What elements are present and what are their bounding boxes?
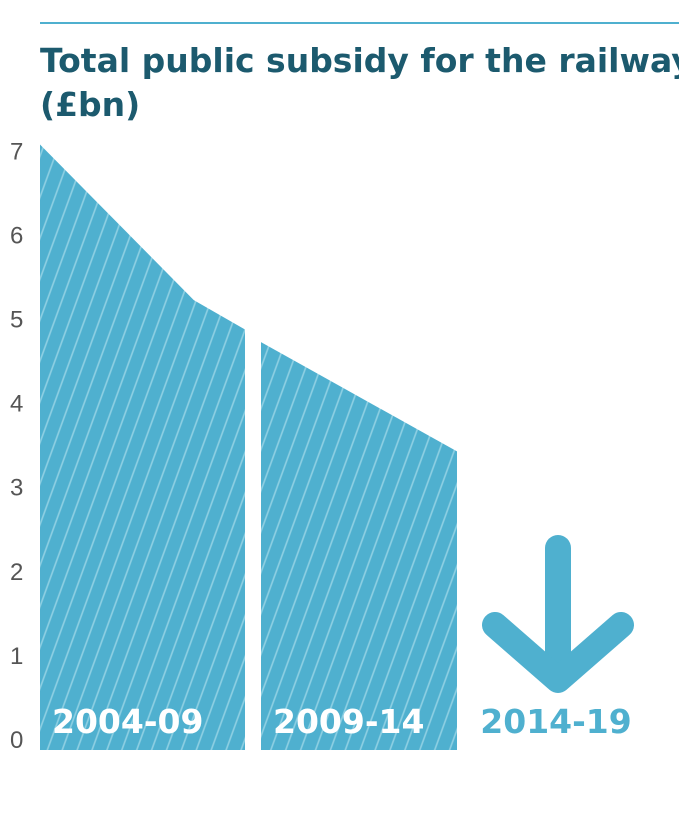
y-tick-label: 5 <box>10 307 23 334</box>
area-2009-14 <box>261 342 457 750</box>
y-tick-label: 1 <box>10 643 23 670</box>
chart-title-unit: (£bn) <box>40 85 140 124</box>
y-tick-label: 0 <box>10 727 23 754</box>
period-labels: 2004-09 2009-14 2014-19 <box>52 702 632 741</box>
y-tick-label: 4 <box>10 391 23 418</box>
period-label: 2009-14 <box>273 702 424 741</box>
y-tick-label: 2 <box>10 559 23 586</box>
y-tick-label: 7 <box>10 138 23 165</box>
y-tick-label: 3 <box>10 475 23 502</box>
period-label: 2004-09 <box>52 702 203 741</box>
down-arrow-icon <box>482 535 634 693</box>
chart-title: Total public subsidy for the railway <box>40 41 679 80</box>
area-series <box>40 144 457 750</box>
area-2004-09 <box>40 144 245 750</box>
period-label: 2014-19 <box>480 702 631 741</box>
y-axis: 0 1 2 3 4 5 6 7 <box>10 138 23 754</box>
y-tick-label: 6 <box>10 222 23 249</box>
arrow-head <box>482 612 634 693</box>
